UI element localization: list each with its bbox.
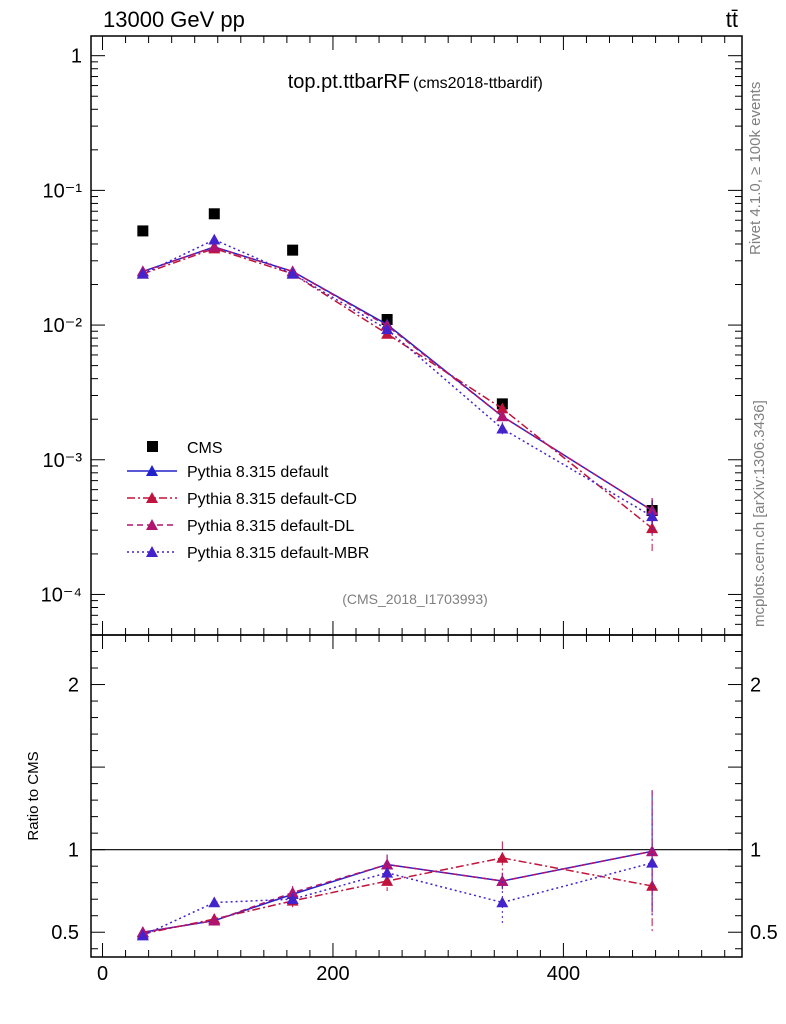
main-y-tick-label: 10⁻¹: [43, 180, 83, 202]
main-series-marker: [381, 323, 394, 335]
main-series-marker: [646, 522, 659, 534]
main-series-marker: [496, 402, 509, 414]
main-series-line: [142, 247, 653, 529]
ratio-y-tick-label-right: 0.5: [750, 922, 778, 944]
ratio-y-tick-label-right: 1: [750, 840, 761, 862]
ratio-y-label: Ratio to CMS: [25, 751, 42, 840]
ratio-series-marker: [381, 866, 394, 878]
ratio-series-line: [142, 850, 653, 933]
main-y-tick-label: 10⁻³: [43, 450, 83, 472]
main-series-marker: [208, 240, 221, 252]
main-series-marker: [496, 410, 509, 422]
axis-tick-labels: 1 10⁻¹ 10⁻² 10⁻³ 10⁻⁴ 0 200 400 0.5 0.5 1 1 2 2: [41, 46, 778, 985]
cms-data-point: [208, 208, 220, 220]
legend-marker-default: [146, 465, 158, 476]
legend-label-cms: CMS: [187, 440, 223, 457]
ratio-series-marker: [381, 875, 394, 886]
main-series-marker: [208, 233, 221, 245]
ratio-series-marker: [208, 914, 221, 926]
axis-ticks: [91, 36, 742, 957]
ratio-series-marker: [496, 851, 509, 863]
legend-label-dl: Pythia 8.315 default-DL: [187, 518, 354, 535]
rivet-label: Rivet 4.1.0, ≥ 100k events: [747, 82, 764, 255]
main-y-tick-label: 1: [71, 46, 82, 68]
analysis-id: (CMS_2018_I1703993): [342, 591, 488, 607]
plot-subtitle: (cms2018-ttbardif): [413, 75, 543, 92]
legend: CMS Pythia 8.315 default Pythia 8.315 de…: [127, 440, 369, 562]
ratio-x-tick-label: 400: [547, 963, 580, 985]
energy-label: 13000 GeV pp: [103, 7, 245, 32]
ratio-series-line: [142, 862, 653, 937]
main-y-tick-label: 10⁻⁴: [41, 584, 82, 606]
ratio-y-tick-label-left: 2: [68, 675, 79, 697]
ratio-x-tick-label: 200: [316, 963, 349, 985]
ratio-y-tick-label-left: 1: [68, 840, 79, 862]
main-series-marker: [136, 267, 149, 279]
ratio-series-marker: [286, 893, 299, 905]
plot-title: top.pt.ttbarRF: [288, 71, 410, 93]
ratio-series-marker: [646, 856, 659, 868]
ratio-x-tick-label: 0: [97, 963, 108, 985]
ratio-panel-frame: [90, 634, 743, 958]
main-series-marker: [496, 422, 509, 434]
ratio-series-marker: [646, 845, 659, 857]
main-y-tick-label: 10⁻²: [43, 315, 83, 337]
ratio-series-marker: [496, 896, 509, 908]
legend-marker-cms: [147, 441, 158, 452]
legend-marker-dl: [146, 519, 158, 530]
main-series-line: [142, 246, 653, 512]
cms-data-point: [287, 244, 299, 256]
ratio-series-marker: [286, 886, 299, 898]
legend-marker-mbr: [146, 546, 158, 557]
cms-data-point: [137, 225, 149, 237]
main-series-marker: [646, 510, 659, 522]
ratio-series-marker: [136, 929, 149, 941]
mcplots-label: mcplots.cern.ch [arXiv:1306.3436]: [751, 400, 768, 627]
ratio-series-line: [142, 850, 653, 933]
main-series-marker: [646, 504, 659, 516]
ratio-series-line: [142, 857, 653, 935]
data-marks: [91, 208, 742, 941]
ratio-series-marker: [208, 896, 221, 908]
legend-label-mbr: Pythia 8.315 default-MBR: [187, 545, 369, 562]
ratio-y-tick-label-left: 0.5: [51, 922, 79, 944]
legend-label-default: Pythia 8.315 default: [187, 464, 329, 481]
legend-marker-cd: [146, 492, 158, 503]
legend-label-cd: Pythia 8.315 default-CD: [187, 491, 357, 508]
ratio-y-tick-label-right: 2: [750, 675, 761, 697]
main-series-marker: [286, 267, 299, 279]
ratio-series-marker: [496, 875, 509, 886]
main-series-line: [142, 238, 653, 518]
process-label: tt̄: [726, 7, 738, 32]
